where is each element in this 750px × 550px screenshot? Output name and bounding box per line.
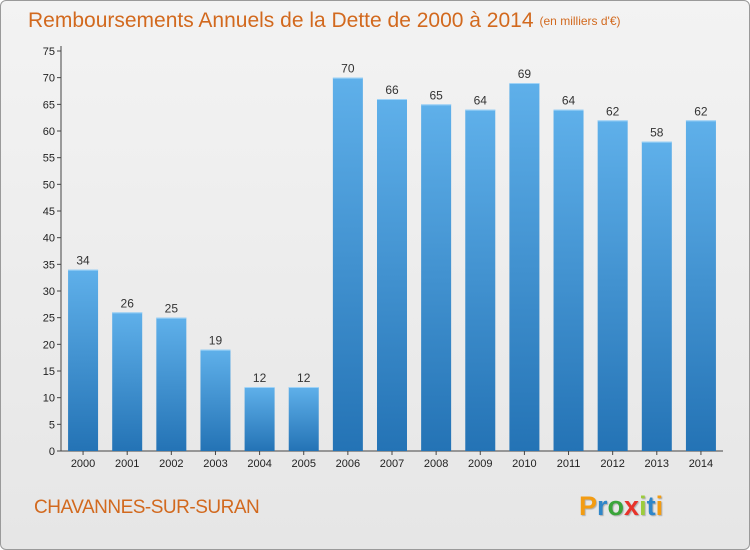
data-label: 12 bbox=[253, 371, 267, 385]
bar bbox=[597, 120, 628, 451]
logo-letter: i bbox=[639, 491, 647, 521]
x-tick-label: 2002 bbox=[159, 458, 183, 470]
data-label: 69 bbox=[518, 67, 532, 81]
x-tick-label: 2008 bbox=[424, 458, 448, 470]
bar bbox=[112, 312, 143, 451]
y-tick-label: 75 bbox=[43, 46, 55, 58]
y-tick-label: 65 bbox=[43, 99, 55, 111]
bar bbox=[288, 387, 319, 451]
data-label: 66 bbox=[385, 83, 399, 97]
logo-letter: r bbox=[597, 491, 608, 521]
x-tick-label: 2011 bbox=[557, 458, 581, 470]
bar bbox=[377, 99, 407, 451]
logo-letter: o bbox=[607, 491, 625, 521]
x-tick-label: 2003 bbox=[203, 458, 227, 470]
bar bbox=[641, 141, 672, 451]
data-label: 12 bbox=[297, 371, 311, 385]
bars bbox=[68, 77, 716, 452]
y-tick-label: 30 bbox=[43, 286, 55, 298]
logo-letter: x bbox=[624, 491, 640, 521]
data-label: 64 bbox=[562, 94, 576, 108]
logo-letter: P bbox=[579, 491, 598, 521]
bar bbox=[156, 317, 187, 451]
bar bbox=[244, 387, 275, 451]
data-label: 62 bbox=[694, 104, 708, 118]
data-label: 26 bbox=[121, 296, 135, 310]
x-tick-label: 2012 bbox=[600, 458, 624, 470]
data-label: 25 bbox=[165, 302, 179, 316]
x-tick-label: 2007 bbox=[380, 458, 404, 470]
bar bbox=[421, 104, 452, 451]
data-label: 70 bbox=[341, 62, 355, 76]
x-tick-label: 2004 bbox=[247, 458, 271, 470]
data-label: 64 bbox=[474, 94, 488, 108]
bar bbox=[465, 109, 496, 452]
data-label: 62 bbox=[606, 104, 620, 118]
data-label: 58 bbox=[650, 126, 664, 140]
bar bbox=[68, 269, 99, 451]
bar bbox=[553, 109, 584, 452]
bar bbox=[509, 83, 540, 451]
bar bbox=[200, 349, 231, 451]
x-axis: 2000 2001 2002 2003 2004 2005 2006 2007 2008 2009… bbox=[61, 450, 723, 470]
proxiti-logo: Proxiti bbox=[579, 491, 663, 522]
y-tick-label: 35 bbox=[43, 259, 55, 271]
data-labels: 34 26 25 19 12 12 70 66 65 64 69 64 62 58 62 bbox=[76, 62, 708, 385]
y-tick-label: 45 bbox=[43, 206, 55, 218]
y-axis: 0 5 10 15 20 25 30 35 40 45 50 55 60 65 70 75 bbox=[43, 46, 62, 458]
y-tick-label: 50 bbox=[43, 179, 55, 191]
y-tick-label: 0 bbox=[49, 446, 55, 458]
x-tick-label: 2013 bbox=[645, 458, 669, 470]
commune-name: CHAVANNES-SUR-SURAN bbox=[34, 497, 260, 518]
chart-title-text: Remboursements Annuels de la Dette de 20… bbox=[28, 9, 534, 32]
y-tick-label: 40 bbox=[43, 233, 55, 245]
x-tick-label: 2009 bbox=[468, 458, 492, 470]
bar bbox=[332, 77, 363, 452]
y-tick-label: 70 bbox=[43, 73, 55, 85]
bar bbox=[685, 120, 716, 451]
chart-title: Remboursements Annuels de la Dette de 20… bbox=[28, 9, 621, 33]
data-label: 65 bbox=[429, 88, 443, 102]
x-tick-label: 2006 bbox=[336, 458, 360, 470]
y-tick-label: 60 bbox=[43, 126, 55, 138]
x-tick-label: 2010 bbox=[512, 458, 536, 470]
y-tick-label: 20 bbox=[43, 339, 55, 351]
y-tick-label: 55 bbox=[43, 153, 55, 165]
data-label: 34 bbox=[76, 254, 90, 268]
x-tick-label: 2001 bbox=[115, 458, 139, 470]
y-tick-label: 10 bbox=[43, 393, 55, 405]
logo-letter: i bbox=[655, 491, 664, 521]
x-tick-label: 2014 bbox=[689, 458, 713, 470]
logo-letter: t bbox=[646, 491, 656, 521]
y-tick-label: 15 bbox=[43, 366, 55, 378]
y-tick-label: 5 bbox=[49, 419, 55, 431]
chart-unit: (en milliers d'€) bbox=[539, 14, 621, 28]
y-tick-label: 25 bbox=[43, 313, 55, 325]
x-tick-label: 2000 bbox=[71, 458, 95, 470]
data-label: 19 bbox=[209, 334, 223, 348]
x-tick-label: 2005 bbox=[291, 458, 315, 470]
